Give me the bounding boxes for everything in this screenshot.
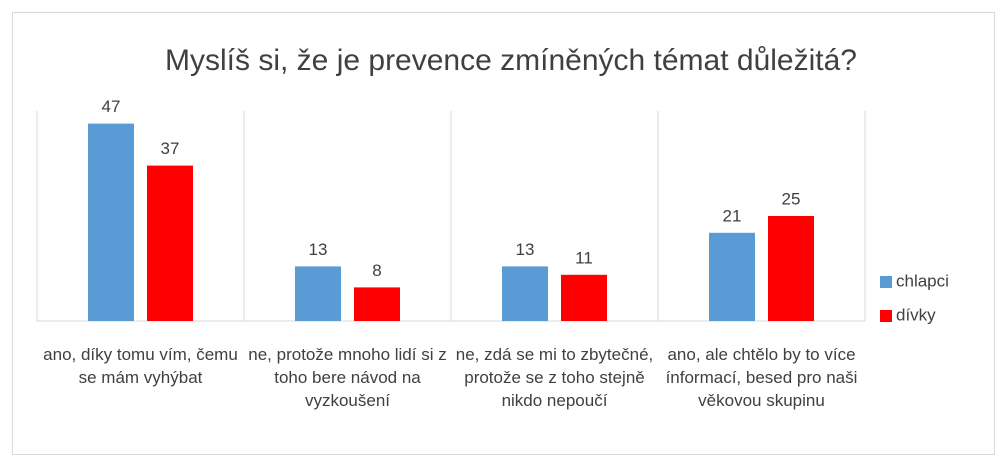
data-label: 11 xyxy=(575,248,593,267)
data-label: 13 xyxy=(516,240,535,259)
x-tick-label: ano, díky tomu vím, čemu se mám vyhýbat xyxy=(43,345,238,387)
legend-swatch xyxy=(880,276,892,288)
chart-title: Myslíš si, že je prevence zmíněných téma… xyxy=(165,44,857,77)
bar xyxy=(561,274,607,321)
bar xyxy=(354,287,400,321)
data-label: 37 xyxy=(161,139,180,158)
bar xyxy=(88,123,134,321)
x-tick-label: ne, zdá se mi to zbytečné, protože se z … xyxy=(455,345,654,410)
data-label: 21 xyxy=(723,206,742,225)
legend-label: chlapci xyxy=(896,271,949,290)
data-label: 8 xyxy=(372,261,381,280)
bar xyxy=(295,266,341,321)
legend-swatch xyxy=(880,310,892,322)
bar xyxy=(768,216,814,321)
bar xyxy=(147,165,193,321)
data-label: 13 xyxy=(309,240,328,259)
data-label: 25 xyxy=(782,189,801,208)
bar xyxy=(709,232,755,321)
x-tick-label: ne, protože mnoho lidí si z toho bere ná… xyxy=(248,345,447,410)
legend-label: dívky xyxy=(896,305,936,324)
x-tick-label: ano, ale chtělo by to více ínformací, be… xyxy=(665,345,858,410)
bar xyxy=(502,266,548,321)
data-label: 47 xyxy=(102,97,121,116)
